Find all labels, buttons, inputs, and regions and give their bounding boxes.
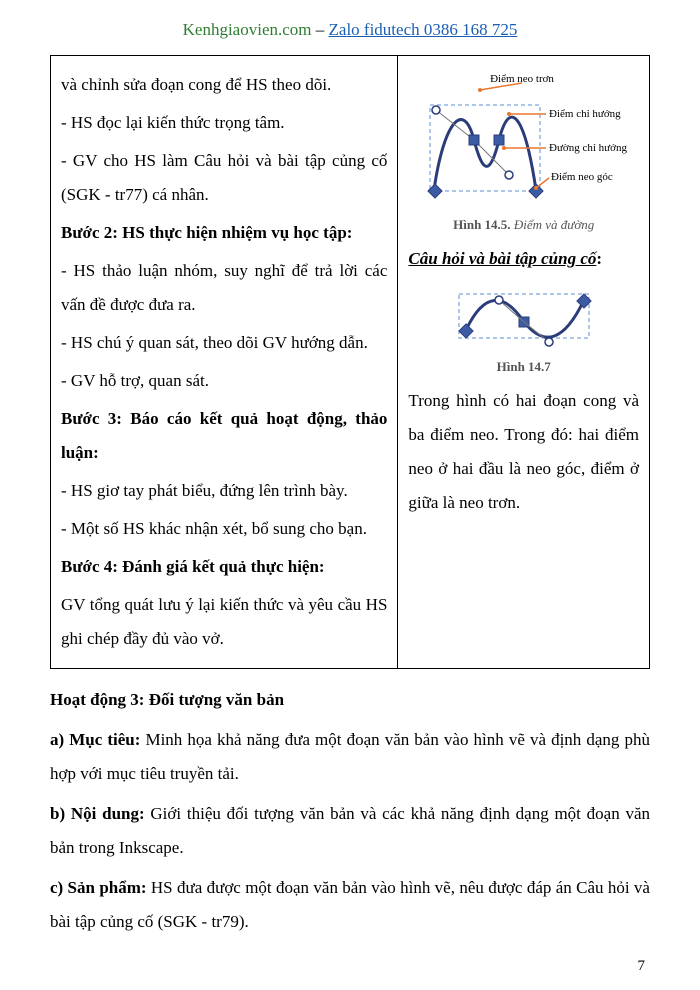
- left-line-1: và chỉnh sửa đoạn cong để HS theo dõi.: [61, 68, 387, 102]
- fig2-caption: Hình 14.7: [408, 354, 639, 380]
- left-line-9: GV tổng quát lưu ý lại kiến thức và yêu …: [61, 588, 387, 656]
- fig1-label-corner: Điểm neo góc: [551, 171, 613, 183]
- fig1-label-top: Điểm neo trơn: [490, 73, 554, 85]
- header-zalo[interactable]: Zalo fidutech 0386 168 725: [329, 20, 518, 39]
- left-line-7: - HS giơ tay phát biểu, đứng lên trình b…: [61, 474, 387, 508]
- product-line: c) Sản phẩm: HS đưa được một đoạn văn bả…: [50, 871, 650, 939]
- figure-14-7: Hình 14.7: [408, 282, 639, 380]
- left-line-8: - Một số HS khác nhận xét, bổ sung cho b…: [61, 512, 387, 546]
- content-table: và chỉnh sửa đoạn cong để HS theo dõi. -…: [50, 55, 650, 669]
- step3-heading: Bước 3: Báo cáo kết quả hoạt động, thảo …: [61, 402, 387, 470]
- left-line-5: - HS chú ý quan sát, theo dõi GV hướng d…: [61, 326, 387, 360]
- question-title: Câu hỏi và bài tập củng cố:: [408, 242, 639, 276]
- header-site: Kenhgiaovien.com: [183, 20, 312, 39]
- right-column: Điểm neo trơn: [398, 56, 650, 669]
- figure-14-5: Điểm neo trơn: [408, 70, 639, 238]
- page-number: 7: [638, 958, 646, 975]
- left-line-3: - GV cho HS làm Câu hỏi và bài tập củng …: [61, 144, 387, 212]
- fig1-caption: Hình 14.5. Điểm và đường: [408, 212, 639, 238]
- activity3-heading: Hoạt động 3: Đối tượng văn bản: [50, 683, 650, 717]
- content-line: b) Nội dung: Giới thiệu đối tượng văn bả…: [50, 797, 650, 865]
- below-section: Hoạt động 3: Đối tượng văn bản a) Mục ti…: [50, 683, 650, 939]
- answer-text: Trong hình có hai đoạn cong và ba điểm n…: [408, 384, 639, 520]
- fig1-label-dir: Điểm chỉ hướng: [549, 108, 621, 120]
- left-line-2: - HS đọc lại kiến thức trọng tâm.: [61, 106, 387, 140]
- step4-heading: Bước 4: Đánh giá kết quả thực hiện:: [61, 550, 387, 584]
- left-column: và chỉnh sửa đoạn cong để HS theo dõi. -…: [51, 56, 398, 669]
- fig1-label-line: Đường chỉ hướng: [549, 142, 627, 154]
- left-line-6: - GV hỗ trợ, quan sát.: [61, 364, 387, 398]
- objective-line: a) Mục tiêu: Minh họa khả năng đưa một đ…: [50, 723, 650, 791]
- page-header: Kenhgiaovien.com – Zalo fidutech 0386 16…: [50, 20, 650, 40]
- step2-heading: Bước 2: HS thực hiện nhiệm vụ học tập:: [61, 216, 387, 250]
- header-dash: –: [312, 20, 329, 39]
- left-line-4: - HS thảo luận nhóm, suy nghĩ để trả lời…: [61, 254, 387, 322]
